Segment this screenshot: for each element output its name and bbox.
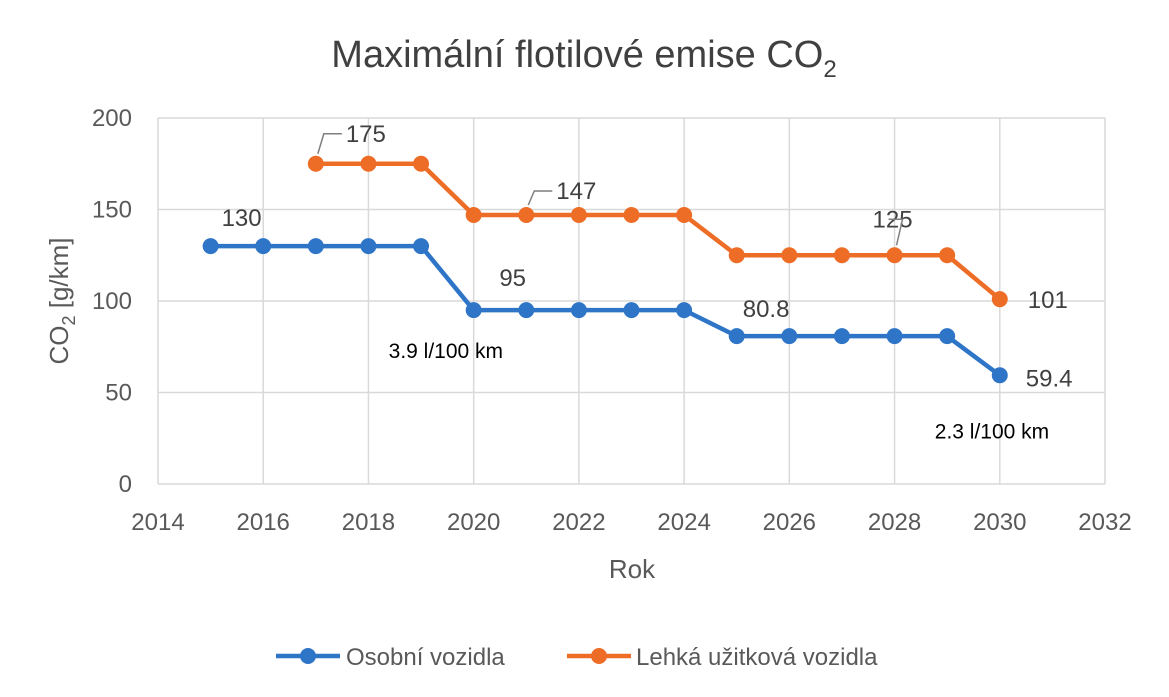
series-1-point [518,206,535,223]
legend: Osobní vozidla Lehká užitková vozidla [276,644,878,671]
data-label: 80.8 [743,296,790,323]
series-0-point [939,328,956,345]
x-tick-label: 2018 [342,509,395,536]
series-0-point [202,238,219,255]
series-1-point [781,247,798,264]
legend-item-0[interactable]: Osobní vozidla [276,644,505,671]
series-1-point [728,247,745,264]
leader-line [527,190,553,206]
legend-marker-0 [300,648,316,664]
x-axis-ticks: 2014 2016 2018 2020 2022 2024 2026 2028 2030 2032 [131,509,1131,536]
series-1-point [886,247,903,264]
y-tick-label: 0 [119,471,132,498]
legend-item-1[interactable]: Lehká užitková vozidla [567,644,878,671]
series-0-point [465,302,482,319]
series-0-point [781,328,798,345]
y-tick-label: 200 [92,105,132,132]
data-label: 175 [346,121,386,148]
series-1-point [991,291,1008,308]
series-0-point [518,302,535,319]
annotation-note: 2.3 l/100 km [935,420,1049,443]
series-1-point [360,155,377,172]
x-axis-label: Rok [609,554,656,584]
data-label: 101 [1028,287,1068,314]
x-tick-label: 2032 [1078,509,1131,536]
series-1-point [307,155,324,172]
x-tick-label: 2020 [447,509,500,536]
x-tick-label: 2026 [763,509,816,536]
series-1-point [939,247,956,264]
y-tick-label: 50 [105,380,132,407]
series-0-point [360,238,377,255]
annotations: 3.9 l/100 km 2.3 l/100 km [389,340,1050,443]
series-1-point [413,155,430,172]
series-0-point [570,302,587,319]
data-label: 59.4 [1026,365,1073,392]
x-tick-label: 2028 [868,509,921,536]
series-0-point [833,328,850,345]
x-tick-label: 2030 [973,509,1026,536]
series-line-0 [210,243,1002,378]
leader-line [317,133,342,154]
series-1-point [676,206,693,223]
series-1-point [833,247,850,264]
y-tick-label: 100 [92,288,132,315]
series-0-point [728,328,745,345]
legend-marker-1 [591,648,607,664]
y-axis-ticks: 0 50 100 150 200 [92,105,132,498]
y-axis-label: CO2 [g/km] [44,237,79,364]
series-0-point [623,302,640,319]
legend-label-0: Osobní vozidla [346,644,505,671]
series-0-point [676,302,693,319]
series-group [202,155,1008,384]
series-1-point [465,206,482,223]
legend-label-1: Lehká užitková vozidla [636,644,878,671]
series-1-point [623,206,640,223]
data-label: 130 [222,205,262,232]
series-0-point [255,238,272,255]
x-tick-label: 2016 [237,509,290,536]
x-tick-label: 2022 [552,509,605,536]
data-label: 95 [499,265,526,292]
x-tick-label: 2014 [131,509,184,536]
series-0-point [307,238,324,255]
x-tick-label: 2024 [657,509,710,536]
series-line-1 [315,161,1002,301]
series-0-point [413,238,430,255]
series-0-point [886,328,903,345]
series-1-point [570,206,587,223]
leader-line [888,218,904,246]
y-tick-label: 150 [92,197,132,224]
data-label: 147 [556,178,596,205]
chart-title: Maximální flotilové emise CO2 [331,34,836,83]
series-0-point [991,367,1008,384]
annotation-note: 3.9 l/100 km [389,340,503,363]
